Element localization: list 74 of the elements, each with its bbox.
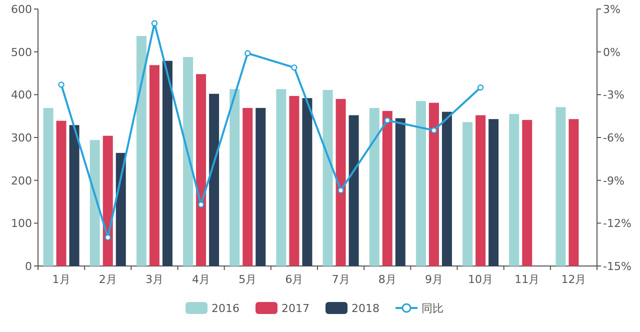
y2-tick-label: 3%: [603, 3, 620, 16]
bar: [522, 120, 532, 266]
point: [104, 234, 111, 241]
bar: [556, 107, 566, 266]
point: [198, 202, 204, 208]
bar: [116, 152, 126, 266]
y2-tick-label: -3%: [603, 88, 624, 102]
legend-label: 2016: [212, 302, 240, 315]
bar: [149, 65, 160, 266]
legend-label: 同比: [422, 302, 444, 315]
y-tick-label: 0: [25, 260, 32, 273]
bar: [462, 122, 473, 266]
y-tick-label: 400: [11, 88, 32, 102]
bar: [256, 108, 266, 266]
legend-label: 2018: [352, 302, 380, 315]
bar: [395, 118, 406, 266]
point: [291, 64, 298, 71]
bar: [428, 102, 439, 266]
bar: [488, 119, 499, 266]
point: [58, 82, 64, 88]
x-tick-label: 7月: [332, 273, 350, 286]
bar: [568, 119, 579, 266]
x-tick-label: 6月: [285, 273, 304, 286]
bar: [509, 114, 520, 266]
bar: [43, 108, 54, 266]
bar: [276, 89, 286, 266]
bar: [369, 108, 380, 266]
bar: [162, 60, 172, 266]
bar: [348, 115, 359, 266]
y-tick-label: 100: [11, 217, 32, 230]
bar: [322, 90, 333, 266]
bar: [416, 101, 426, 266]
y-tick-label: 500: [11, 46, 32, 59]
bar: [230, 89, 240, 266]
bar: [302, 98, 312, 266]
y-tick-label: 300: [11, 132, 32, 144]
point: [151, 20, 158, 26]
bar: [289, 96, 300, 266]
y2-tick-label: -9%: [603, 174, 624, 188]
bar: [69, 125, 80, 266]
x-tick-label: 10月: [468, 273, 494, 286]
bar: [90, 140, 100, 266]
point: [477, 84, 484, 91]
x-tick-label: 2月: [98, 273, 117, 286]
x-tick-label: 11月: [514, 273, 540, 286]
bar: [136, 36, 146, 266]
bar: [196, 74, 206, 266]
bar: [183, 56, 194, 266]
x-tick-label: 5月: [238, 273, 257, 286]
bar: [242, 108, 253, 266]
bar: [56, 120, 66, 266]
y2-tick-label: -15%: [603, 260, 632, 273]
bar: [102, 136, 113, 266]
y-tick-label: 200: [11, 174, 32, 188]
x-tick-label: 9月: [424, 273, 443, 286]
point: [338, 187, 344, 194]
bar: [336, 98, 346, 266]
x-tick-label: 8月: [378, 273, 396, 286]
y-tick-label: 600: [11, 3, 32, 16]
bar: [442, 112, 452, 266]
x-tick-label: 1月: [52, 273, 70, 286]
point: [244, 50, 251, 56]
y2-tick-label: -6%: [603, 132, 624, 144]
bar: [476, 115, 486, 266]
point: [384, 117, 390, 124]
point: [430, 127, 438, 134]
legend-label: 2017: [282, 302, 310, 315]
y2-tick-label: -12%: [603, 217, 632, 230]
bar: [209, 94, 220, 266]
x-tick-label: 3月: [145, 273, 164, 286]
x-tick-label: 12月: [561, 273, 586, 286]
y2-tick-label: 0%: [603, 46, 620, 59]
x-tick-label: 4月: [192, 273, 210, 286]
bar: [382, 110, 392, 266]
